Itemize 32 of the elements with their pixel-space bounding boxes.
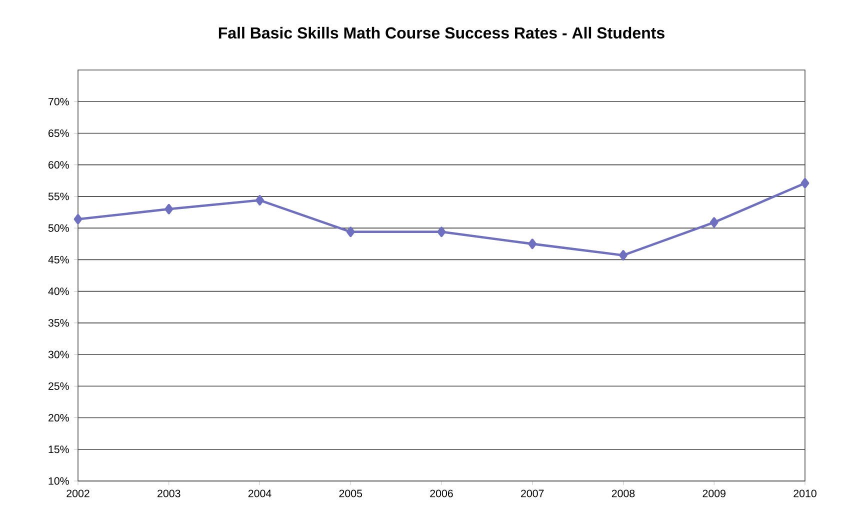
y-tick-label: 55% (48, 192, 69, 200)
point (619, 250, 628, 260)
point (800, 178, 810, 188)
chart-title: Fall Basic Skills Math Course Success Rates - All Students (218, 26, 664, 39)
x-tick-label: 2003 (158, 490, 180, 498)
y-tick-label: 50% (48, 224, 69, 232)
y-tick-label: 40% (48, 288, 69, 296)
x-tick-label: 2002 (66, 490, 90, 498)
point (164, 204, 174, 214)
x-tick-label: 2006 (430, 490, 453, 498)
x-tick-label: 2007 (521, 490, 544, 498)
y-tick-label: 45% (48, 256, 69, 264)
x-tick-label: 2005 (339, 490, 362, 498)
x-tick-label: 2009 (702, 490, 726, 498)
point (437, 226, 446, 238)
point (74, 214, 82, 224)
point (528, 238, 537, 250)
y-tick-label: 70% (48, 98, 69, 106)
y-tick-label: 65% (48, 129, 69, 137)
y-tick-label: 20% (48, 414, 69, 422)
y-tick-label: 30% (48, 350, 69, 358)
y-tick-label: 15% (48, 446, 69, 454)
x-tick-label: 2010 (794, 490, 816, 498)
x-tick-label: 2004 (248, 490, 272, 498)
y-tick-label: 60% (48, 161, 69, 169)
point (710, 217, 718, 228)
y-tick-label: 10% (48, 477, 69, 485)
x-tick-label: 2008 (612, 490, 635, 498)
point (256, 195, 264, 206)
y-tick-label: 25% (48, 382, 69, 390)
point (346, 226, 355, 238)
y-tick-label: 35% (48, 319, 69, 327)
